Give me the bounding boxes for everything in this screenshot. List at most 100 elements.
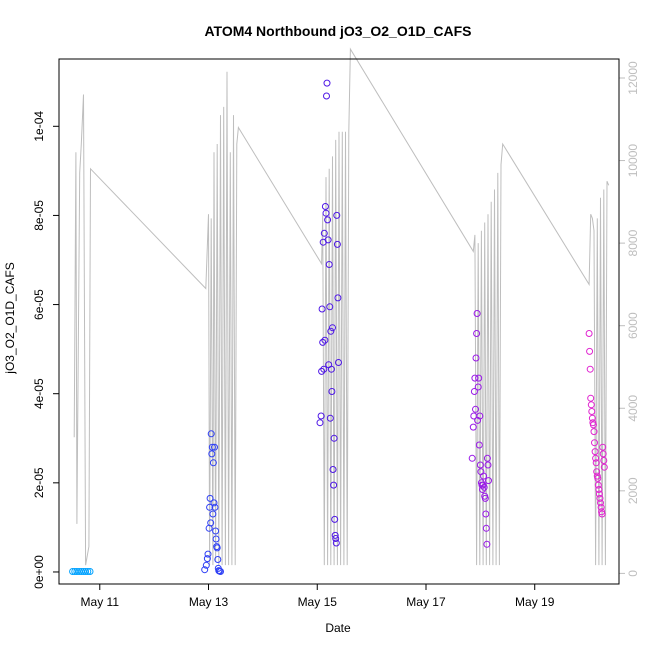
plot-frame (58, 58, 620, 585)
data-point (319, 338, 327, 346)
altitude-line (73, 47, 610, 566)
data-point (600, 463, 608, 471)
data-point (596, 494, 604, 502)
data-point (321, 336, 329, 344)
data-point (476, 461, 484, 469)
data-point (593, 468, 601, 476)
data-point (325, 261, 333, 268)
data-point (476, 412, 484, 420)
data-point (209, 459, 217, 467)
data-point (84, 568, 92, 575)
data-point (472, 354, 480, 362)
y-tick-label: 1e-04 (32, 111, 46, 142)
data-point (473, 330, 481, 337)
data-point (86, 568, 94, 575)
data-point (206, 494, 214, 502)
y2-tick-label: 4000 (626, 395, 640, 422)
data-point (586, 347, 594, 355)
y-tick-label: 4e-05 (32, 378, 46, 409)
data-point (598, 510, 606, 518)
data-point (483, 540, 491, 548)
data-point (483, 454, 491, 462)
x-tick-label: May 13 (189, 595, 229, 609)
data-point (320, 365, 328, 373)
data-point (599, 450, 607, 458)
data-point (586, 365, 594, 373)
data-point (324, 216, 332, 224)
data-point (211, 503, 219, 511)
data-point (73, 568, 81, 575)
y-tick-label: 6e-05 (32, 289, 46, 320)
data-point (318, 305, 326, 313)
data-point (597, 503, 605, 511)
data-point (589, 421, 597, 429)
data-point (585, 330, 593, 337)
data-point (329, 466, 337, 473)
data-point (217, 568, 224, 575)
data-point (209, 510, 217, 518)
data-point (334, 294, 342, 302)
data-point (320, 229, 328, 237)
data-point (480, 472, 488, 480)
chart-title: ATOM4 Northbound jO3_O2_O1D_CAFS (204, 23, 471, 39)
data-point (480, 483, 488, 491)
data-point (592, 459, 600, 467)
data-point (591, 448, 599, 456)
data-point (330, 434, 338, 442)
y-tick-label: 2e-05 (32, 467, 46, 498)
data-point (323, 92, 330, 100)
data-point (324, 236, 332, 244)
data-point (211, 443, 218, 451)
series-4 (468, 310, 492, 548)
data-point (592, 454, 600, 462)
data-point (595, 486, 603, 493)
data-point (329, 324, 336, 332)
data-point (600, 457, 608, 464)
data-point (322, 209, 330, 217)
series-1 (69, 568, 94, 575)
data-point (208, 443, 216, 451)
data-point (202, 561, 210, 569)
data-point (485, 477, 492, 485)
data-point (210, 499, 218, 507)
data-point (588, 408, 596, 415)
data-point (318, 367, 326, 375)
x-tick-label: May 11 (81, 595, 120, 609)
y-tick-label: 8e-05 (32, 200, 46, 231)
data-point (474, 416, 482, 424)
data-point (597, 499, 604, 507)
data-point (317, 412, 325, 420)
data-point (201, 566, 209, 574)
altitude-layer (73, 47, 610, 566)
data-point (482, 524, 490, 532)
data-point (469, 423, 477, 431)
data-point (326, 303, 334, 311)
data-point (587, 394, 595, 402)
data-point (588, 414, 596, 422)
data-point (484, 461, 492, 469)
data-point (331, 531, 339, 539)
data-point (327, 365, 335, 373)
data-point (203, 555, 211, 563)
series-2 (201, 430, 224, 575)
data-point (594, 474, 602, 482)
data-point (330, 481, 338, 489)
data-point (212, 527, 220, 535)
data-point (213, 544, 221, 552)
data-point (326, 414, 334, 422)
data-point (594, 481, 602, 489)
data-point (475, 374, 483, 382)
data-point (468, 454, 476, 462)
data-point (472, 405, 479, 413)
data-point (332, 539, 340, 547)
data-point (206, 503, 214, 511)
data-point (316, 419, 324, 427)
x-tick-label: May 19 (515, 595, 555, 609)
y2-tick-label: 8000 (626, 229, 640, 256)
data-point (214, 556, 222, 563)
data-point (475, 441, 483, 449)
data-point (82, 568, 90, 575)
data-point (207, 519, 215, 527)
data-point (335, 359, 342, 366)
